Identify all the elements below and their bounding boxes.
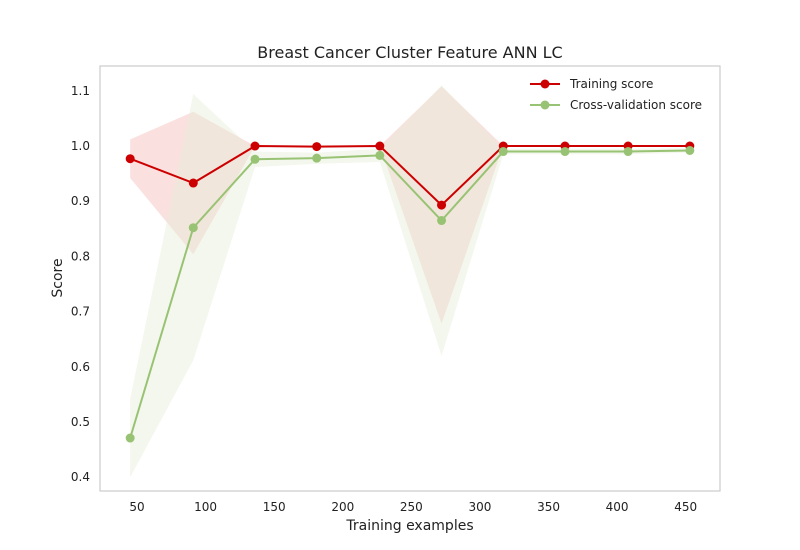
- series-lines: [129, 145, 690, 439]
- point-series-1-6: [498, 147, 508, 157]
- band-series-0: [130, 86, 690, 324]
- x-tick-label-7: 400: [606, 500, 629, 514]
- y-tick-label-0: 0.4: [71, 470, 90, 484]
- point-series-1-8: [623, 147, 633, 157]
- point-series-1-5: [437, 216, 447, 226]
- x-tick-label-0: 50: [129, 500, 144, 514]
- x-tick-label-3: 200: [331, 500, 354, 514]
- y-axis-ticks: 0.4 0.5 0.6 0.7 0.8 0.9 1.0 1.1: [71, 84, 90, 484]
- x-tick-label-2: 150: [263, 500, 286, 514]
- y-tick-label-1: 0.5: [71, 415, 90, 429]
- point-series-1-0: [125, 433, 135, 443]
- point-series-1-1: [188, 223, 198, 233]
- x-tick-label-5: 300: [469, 500, 492, 514]
- x-axis-label: Training examples: [345, 518, 473, 534]
- y-tick-label-3: 0.7: [71, 305, 90, 319]
- legend: Training score Cross-validation score: [530, 77, 702, 112]
- y-tick-label-5: 0.9: [71, 194, 90, 208]
- x-tick-label-6: 350: [537, 500, 560, 514]
- line-series-0: [129, 145, 690, 207]
- series-points: [125, 141, 695, 443]
- x-tick-label-4: 250: [400, 500, 423, 514]
- confidence-bands: [130, 85, 690, 478]
- y-axis-label: Score: [50, 258, 66, 297]
- y-tick-label-2: 0.6: [71, 360, 90, 374]
- legend-marker-0: [540, 79, 550, 89]
- point-series-1-9: [685, 145, 695, 155]
- y-tick-label-4: 0.8: [71, 249, 90, 263]
- point-series-1-2: [250, 154, 260, 164]
- x-tick-label-8: 450: [674, 500, 697, 514]
- legend-marker-1: [540, 100, 550, 110]
- point-series-1-7: [560, 147, 570, 157]
- point-series-0-0: [125, 154, 135, 164]
- x-tick-label-1: 100: [194, 500, 217, 514]
- legend-label-1: Cross-validation score: [570, 98, 702, 112]
- plot-frame: [99, 65, 721, 492]
- point-series-0-5: [437, 200, 447, 210]
- line-series-1: [129, 149, 690, 439]
- x-axis-ticks: 50 100 150 200 250 300 350 400 450: [129, 500, 697, 514]
- point-series-0-3: [312, 142, 322, 152]
- y-tick-label-6: 1.0: [71, 139, 90, 153]
- band-series-1: [130, 85, 690, 478]
- point-series-1-3: [312, 153, 322, 163]
- point-series-0-4: [375, 141, 385, 151]
- point-series-0-2: [250, 141, 260, 151]
- point-series-1-4: [375, 150, 385, 160]
- legend-label-0: Training score: [569, 77, 653, 91]
- chart-title: Breast Cancer Cluster Feature ANN LC: [257, 43, 562, 62]
- y-tick-label-7: 1.1: [71, 84, 90, 98]
- point-series-0-1: [188, 178, 198, 188]
